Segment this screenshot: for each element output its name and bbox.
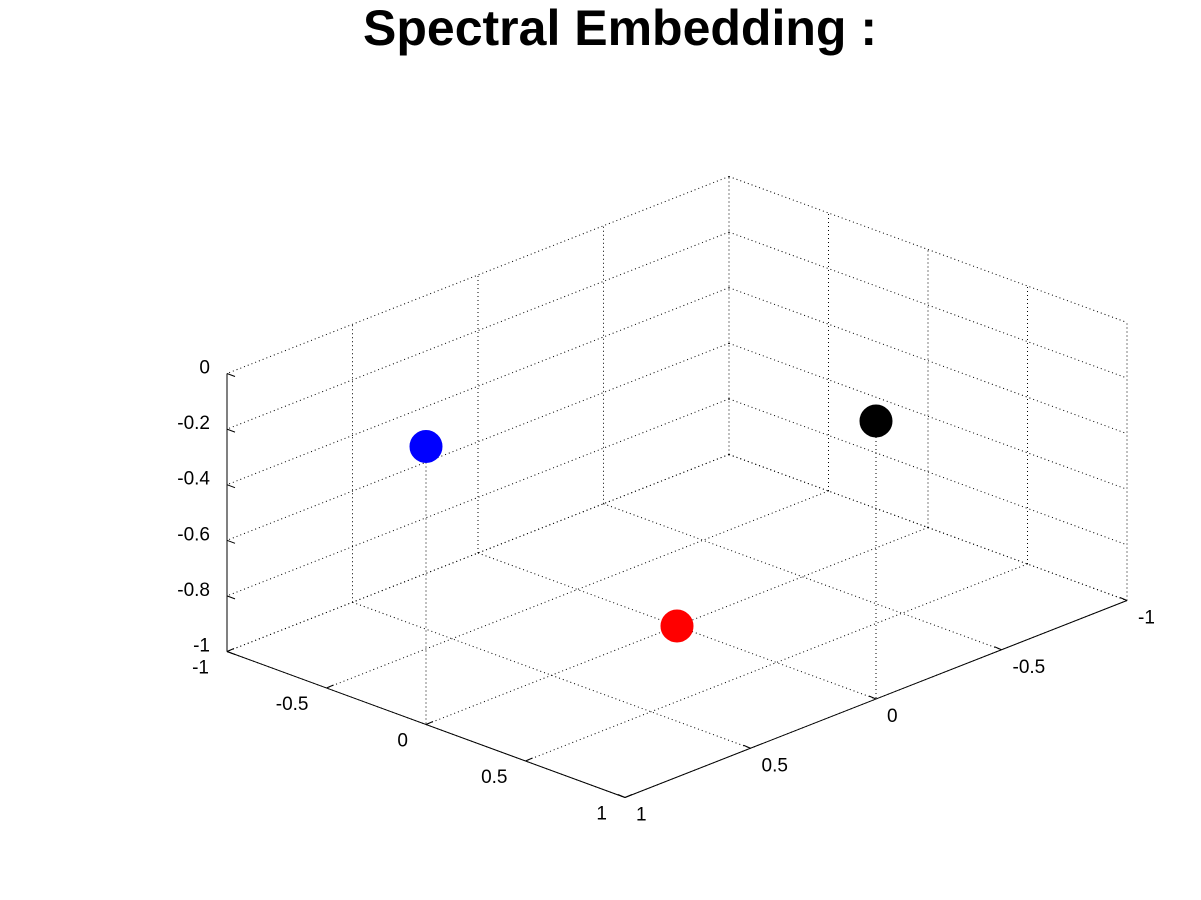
z-tick-mark: [226, 539, 236, 544]
back-wall-grid-line: [226, 287, 730, 486]
z-tick-mark: [226, 484, 236, 489]
z-tick-label: -0.8: [177, 580, 210, 601]
axes-layer: [226, 373, 1128, 798]
x-tick-mark: [994, 646, 1002, 651]
y-tick-label: 0.5: [481, 767, 507, 788]
z-tick-label: -0.6: [177, 524, 210, 545]
y-tick-label: 1: [596, 804, 607, 825]
y-tick-label: -0.5: [276, 694, 309, 715]
chart-title: Spectral Embedding :: [363, 0, 877, 56]
ticks-layer: -1 -0.8 -0.6 -0.4 -0.2 0 -1 -0.5 0 0.5 1 -1 -0.5 0 0.5…: [177, 358, 1155, 826]
back-wall-grid-line: [226, 176, 730, 374]
floor-grid-line: [326, 490, 829, 689]
y-tick-label: 0: [397, 731, 408, 752]
z-tick-label: 0: [199, 358, 210, 379]
side-wall-grid-line: [728, 231, 1128, 379]
stems-layer: [425, 421, 877, 725]
z-tick-mark: [226, 595, 236, 600]
x-tick-mark: [1119, 597, 1128, 601]
y-tick-mark: [525, 757, 533, 762]
y-tick-label: -1: [192, 658, 209, 679]
floor-grid-line: [525, 563, 1028, 762]
back-wall-grid-line: [226, 231, 730, 430]
y-tick-mark: [226, 648, 235, 652]
z-tick-mark: [226, 428, 236, 433]
data-point: [660, 609, 694, 643]
data-point: [859, 404, 893, 438]
points-layer: [409, 404, 893, 643]
z-tick-label: -0.2: [177, 413, 210, 434]
x-tick-mark: [868, 695, 877, 700]
y-tick-mark: [326, 684, 334, 689]
data-point: [409, 430, 443, 463]
x-tick-mark: [743, 744, 751, 749]
side-wall-grid-line: [728, 287, 1128, 435]
x-tick-label: -1: [1138, 608, 1155, 629]
x-tick-label: -0.5: [1013, 657, 1046, 678]
z-tick-label: -1: [193, 636, 210, 657]
z-tick-mark: [226, 373, 236, 377]
side-wall-grid-line: [728, 176, 1128, 323]
grid-layer: [226, 176, 1128, 798]
x-tick-mark: [617, 794, 626, 798]
y-tick-mark: [425, 721, 434, 725]
z-tick-label: -0.4: [177, 469, 210, 490]
y-tick-mark: [624, 794, 633, 798]
z-tick-mark: [226, 651, 236, 655]
x-tick-label: 0.5: [762, 755, 788, 776]
x-tick-label: 1: [636, 805, 647, 826]
x-tick-label: 0: [887, 706, 898, 727]
